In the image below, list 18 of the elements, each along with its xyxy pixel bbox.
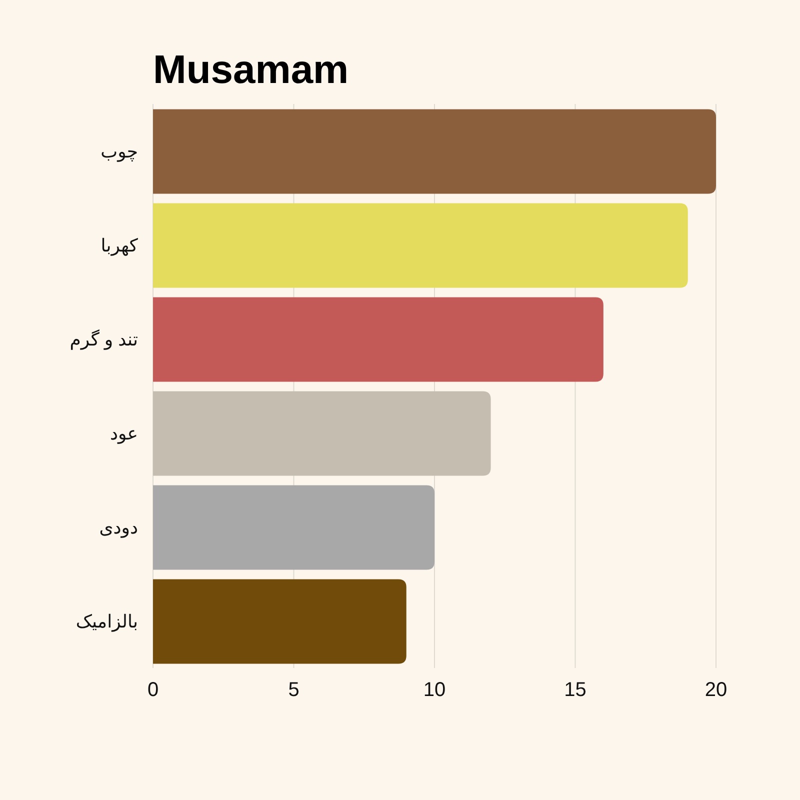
x-tick-label: 5 [288, 679, 300, 701]
x-tick-label: 15 [564, 679, 586, 701]
bar [153, 203, 688, 288]
y-tick-label: دودی [99, 518, 138, 538]
x-tick-label: 10 [423, 679, 446, 701]
chart-title: Musamam [153, 48, 349, 92]
bar [153, 579, 406, 664]
y-tick-label: تند و گرم [70, 328, 138, 350]
bar [153, 485, 434, 570]
bar [153, 391, 491, 476]
y-tick-label: عود [110, 424, 138, 444]
y-tick-label: چوب [100, 142, 138, 162]
y-tick-label: کهربا [100, 236, 138, 256]
x-tick-label: 20 [704, 679, 728, 701]
x-tick-label: 0 [147, 679, 159, 701]
bar [153, 109, 716, 194]
bar [153, 297, 604, 382]
y-tick-label: بالزامیک [76, 612, 138, 632]
